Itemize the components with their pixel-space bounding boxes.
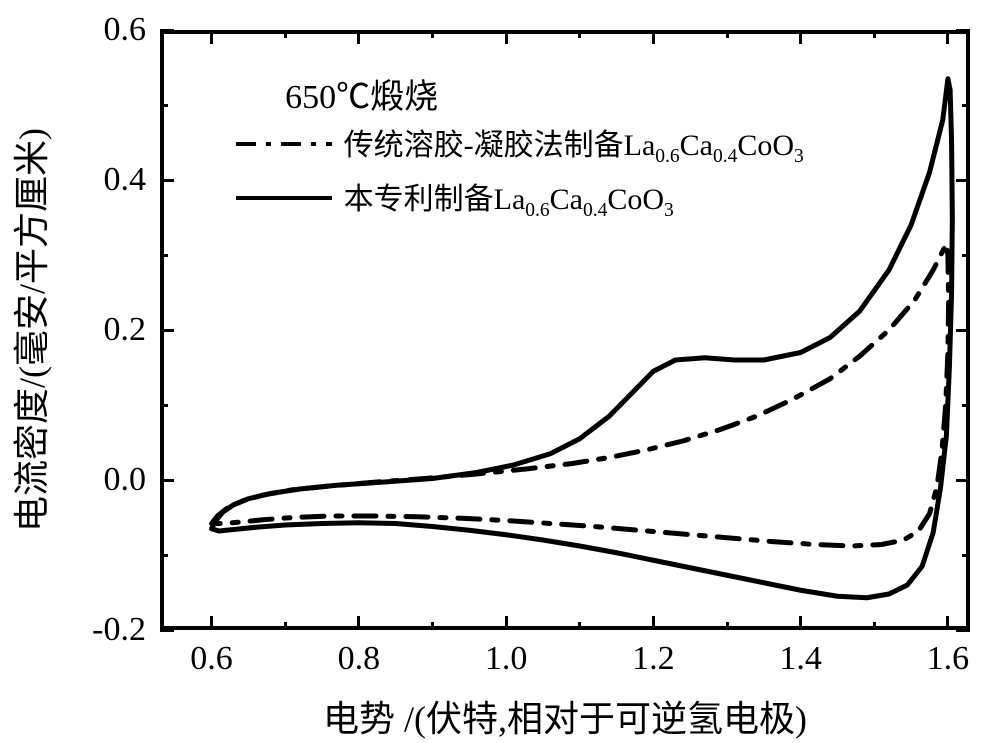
tick-label: 0.8: [338, 640, 381, 678]
tick-label: 1.4: [779, 640, 822, 678]
axis-tick: [505, 616, 508, 630]
tick-label: -0.2: [92, 611, 146, 649]
legend-swatch: [234, 188, 334, 208]
axis-tick: [962, 104, 970, 107]
axis-tick: [160, 179, 174, 182]
axis-tick: [431, 30, 434, 38]
axis-tick: [160, 29, 174, 32]
axis-tick: [873, 30, 876, 38]
legend-entry: 传统溶胶-凝胶法制备La0.6Ca0.4CoO3: [234, 120, 804, 168]
axis-tick: [799, 30, 802, 44]
tick-label: 1.6: [927, 640, 970, 678]
axis-tick: [652, 30, 655, 44]
axis-tick: [956, 629, 970, 632]
legend-entry: 本专利制备La0.6Ca0.4CoO3: [234, 174, 804, 222]
tick-label: 1.0: [485, 640, 528, 678]
x-axis-label: 电势 /(伏特,相对于可逆氢电极): [323, 690, 807, 742]
axis-tick: [799, 616, 802, 630]
axis-tick: [160, 479, 174, 482]
axis-tick: [160, 554, 168, 557]
axis-tick: [357, 616, 360, 630]
series-dash-cv: [212, 244, 949, 546]
legend-label: 传统溶胶-凝胶法制备La0.6Ca0.4CoO3: [344, 120, 804, 168]
legend: 传统溶胶-凝胶法制备La0.6Ca0.4CoO3 本专利制备La0.6Ca0.4C…: [234, 120, 804, 228]
axis-tick: [962, 554, 970, 557]
axis-tick: [431, 622, 434, 630]
axis-tick: [956, 329, 970, 332]
axis-tick: [505, 30, 508, 44]
axis-tick: [210, 616, 213, 630]
axis-tick: [962, 254, 970, 257]
axis-tick: [946, 30, 949, 44]
axis-tick: [962, 404, 970, 407]
axis-tick: [873, 622, 876, 630]
axis-tick: [578, 622, 581, 630]
axis-tick: [160, 329, 174, 332]
figure: 0.6 0.8 1.0 1.2 1.4 1.6 -0.2 0.0 0.2 0.4 0.6 电势 /(…: [0, 0, 1000, 743]
tick-label: 0.2: [104, 311, 147, 349]
tick-label: 0.4: [104, 161, 147, 199]
tick-label: 1.2: [632, 640, 675, 678]
axis-tick: [956, 29, 970, 32]
axis-tick: [284, 622, 287, 630]
axis-tick: [946, 616, 949, 630]
axis-tick: [160, 254, 168, 257]
legend-swatch: [234, 134, 334, 154]
annotation-text: 650℃煅烧: [285, 69, 438, 118]
axis-tick: [210, 30, 213, 44]
axis-tick: [956, 179, 970, 182]
legend-label: 本专利制备La0.6Ca0.4CoO3: [344, 174, 674, 222]
y-axis-label: 电流密度/(毫安/平方厘米): [3, 128, 55, 532]
tick-label: 0.0: [104, 461, 147, 499]
axis-tick: [652, 616, 655, 630]
axis-tick: [578, 30, 581, 38]
axis-tick: [284, 30, 287, 38]
axis-tick: [956, 479, 970, 482]
axis-tick: [357, 30, 360, 44]
tick-label: 0.6: [104, 11, 147, 49]
tick-label: 0.6: [190, 640, 233, 678]
axis-tick: [726, 30, 729, 38]
axis-tick: [160, 404, 168, 407]
axis-tick: [160, 629, 174, 632]
axis-tick: [160, 104, 168, 107]
axis-tick: [726, 622, 729, 630]
